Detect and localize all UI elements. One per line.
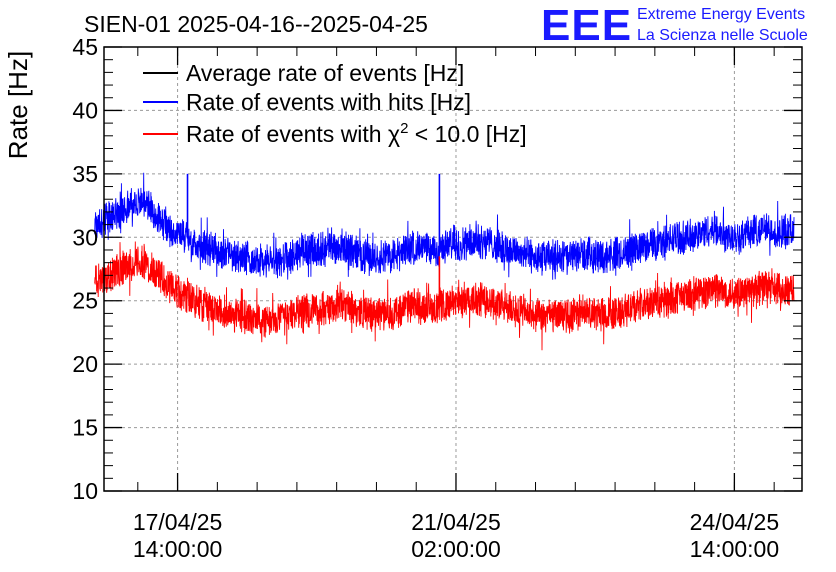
eee-logo-line2: La Scienza nelle Scuole [637, 27, 808, 44]
ticks: 101520253035404517/04/2514:00:0021/04/25… [72, 34, 802, 562]
y-tick-label: 10 [72, 478, 98, 504]
series-layer [94, 172, 795, 351]
x-tick-label-time: 02:00:00 [411, 536, 501, 562]
x-tick-label-date: 24/04/25 [690, 509, 780, 535]
eee-logo: EEE Extreme Energy Events La Scienza nel… [541, 1, 808, 50]
plot-frame [103, 46, 803, 492]
x-tick-label-time: 14:00:00 [690, 536, 780, 562]
y-tick-label: 25 [72, 288, 98, 314]
series-line [94, 241, 795, 351]
legend: Average rate of events [Hz] Rate of event… [143, 60, 527, 147]
legend-entry-label: Rate of events with χ2 < 10.0 [Hz] [186, 120, 527, 147]
y-axis-label: Rate [Hz] [3, 51, 33, 159]
y-tick-label: 35 [72, 161, 98, 187]
chart-title: SIEN-01 2025-04-16--2025-04-25 [84, 11, 428, 37]
legend-entry-label: Average rate of events [Hz] [186, 60, 464, 86]
legend-entry-label: Rate of events with hits [Hz] [186, 89, 471, 115]
series-line [94, 172, 795, 280]
axes [103, 46, 803, 492]
eee-logo-line1: Extreme Energy Events [637, 6, 805, 23]
x-tick-label-time: 14:00:00 [133, 536, 223, 562]
y-tick-label: 30 [72, 224, 98, 250]
y-tick-label: 45 [72, 34, 98, 60]
y-tick-label: 40 [72, 97, 98, 123]
y-tick-label: 15 [72, 415, 98, 441]
eee-logo-mark: EEE [541, 1, 632, 50]
y-tick-label: 20 [72, 351, 98, 377]
x-tick-label-date: 21/04/25 [411, 509, 501, 535]
x-tick-label-date: 17/04/25 [133, 509, 223, 535]
